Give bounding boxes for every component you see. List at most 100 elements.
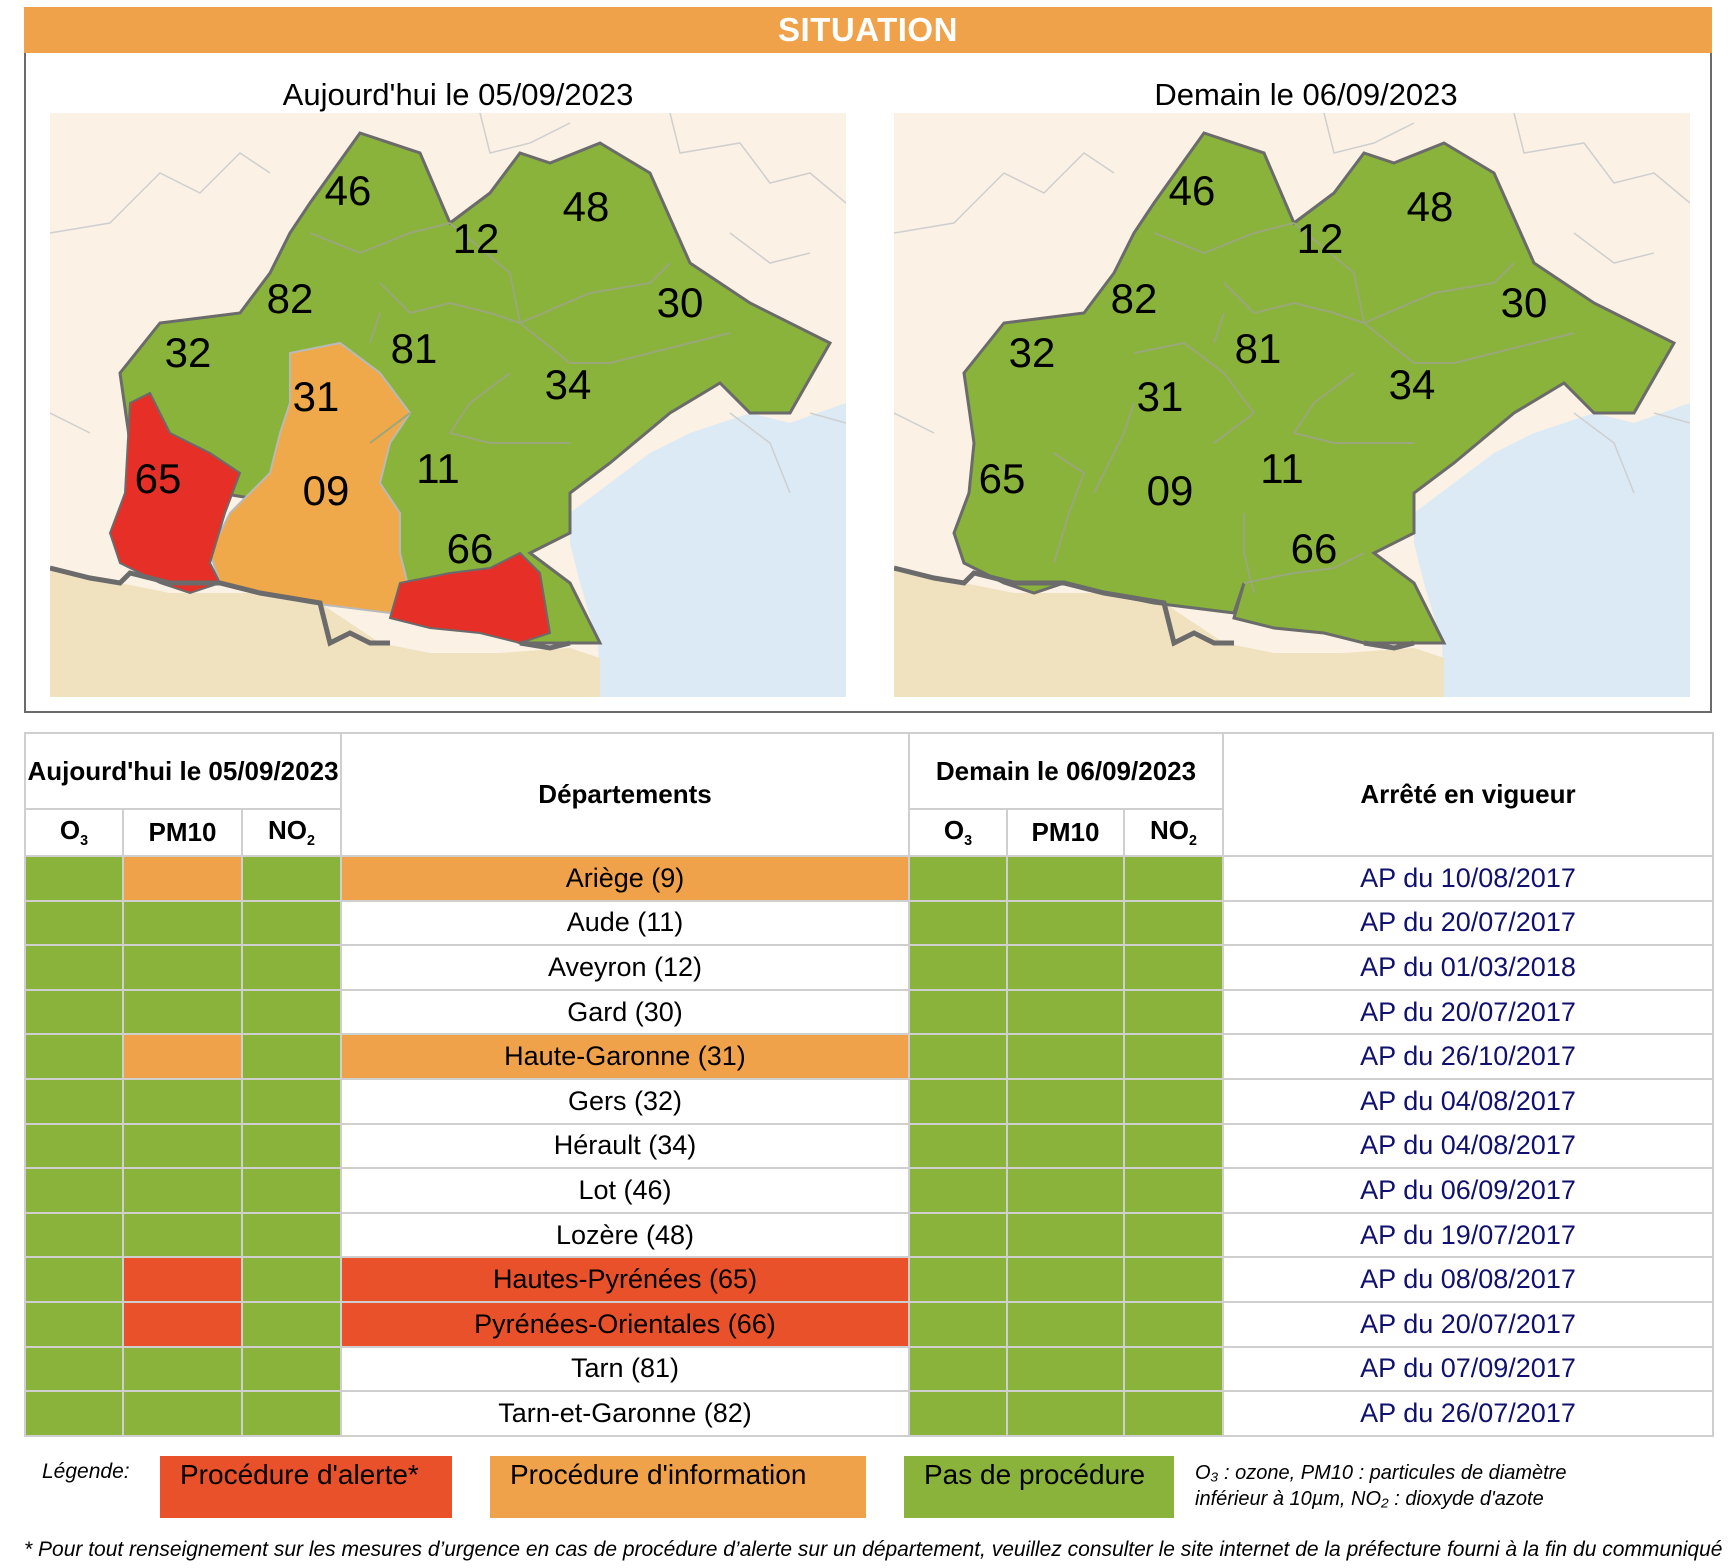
- today-no2-cell: [241, 855, 342, 902]
- arrete-cell: AP du 26/07/2017: [1222, 1390, 1715, 1437]
- tomorrow-pm10-header: PM10: [1006, 808, 1125, 857]
- arrete-cell: AP du 04/08/2017: [1222, 1122, 1715, 1170]
- tomorrow-pm10-cell: [1006, 1390, 1125, 1437]
- tomorrow-no2-cell: [1122, 899, 1225, 947]
- today-o3-cell: [24, 1033, 124, 1080]
- arrete-cell: AP du 08/08/2017: [1222, 1256, 1715, 1303]
- map-today-svg: [50, 113, 846, 697]
- today-pm10-cell: [122, 1077, 243, 1125]
- today-no2-cell: [241, 1300, 342, 1348]
- map-today: 46 12 48 82 30 32 81 31 34 65 09 11 66: [50, 113, 846, 697]
- arrete-cell: AP du 06/09/2017: [1222, 1167, 1715, 1214]
- departement-name: Aveyron (12): [340, 944, 910, 991]
- today-o3-cell: [24, 1167, 124, 1214]
- map-tomorrow: 46 12 48 82 30 32 81 31 34 65 09 11 66: [894, 113, 1690, 697]
- today-pm10-cell: [122, 1167, 243, 1214]
- o3-label: O: [59, 815, 81, 846]
- tomorrow-pm10-cell: [1006, 899, 1125, 947]
- legend-aucune: Pas de procédure: [904, 1456, 1174, 1518]
- dept-label-32: 32: [1008, 329, 1056, 376]
- dept-label-11: 11: [1260, 445, 1304, 492]
- table-row: Hérault (34) AP du 04/08/2017: [24, 1122, 1715, 1170]
- tomorrow-pm10-cell: [1006, 1033, 1125, 1080]
- arrete-header-text: Arrêté en vigueur: [1360, 779, 1576, 809]
- today-pm10-cell: [122, 1390, 243, 1437]
- o3-label: O: [943, 815, 965, 846]
- dept-label-66: 66: [1290, 525, 1338, 572]
- tomorrow-no2-header: NO2: [1122, 808, 1225, 857]
- table-row: Lozère (48) AP du 19/07/2017: [24, 1211, 1715, 1259]
- today-pm10-cell: [122, 1122, 243, 1170]
- tomorrow-no2-cell: [1122, 1122, 1225, 1170]
- departement-name: Lot (46): [340, 1167, 910, 1214]
- today-pm10-cell: [122, 899, 243, 947]
- today-header: Aujourd'hui le 05/09/2023: [24, 732, 342, 810]
- dept-label-48: 48: [1406, 183, 1454, 230]
- tomorrow-no2-cell: [1122, 855, 1225, 902]
- tomorrow-no2-cell: [1122, 988, 1225, 1036]
- tomorrow-o3-header: O3: [908, 808, 1008, 857]
- table-row: Gard (30) AP du 20/07/2017: [24, 988, 1715, 1036]
- table-row: Hautes-Pyrénées (65) AP du 08/08/2017: [24, 1256, 1715, 1303]
- pollution-status-table: Aujourd'hui le 05/09/2023 Départements D…: [24, 732, 1715, 1437]
- tomorrow-no2-cell: [1122, 1167, 1225, 1214]
- today-pm10-cell: [122, 1033, 243, 1080]
- today-pm10-cell: [122, 1300, 243, 1348]
- today-no2-cell: [241, 988, 342, 1036]
- tomorrow-o3-cell: [908, 988, 1008, 1036]
- today-o3-cell: [24, 944, 124, 991]
- dept-label-82: 82: [1110, 275, 1158, 322]
- today-header-text: Aujourd'hui le 05/09/2023: [27, 756, 339, 786]
- today-no2-cell: [241, 1211, 342, 1259]
- arrete-cell: AP du 20/07/2017: [1222, 899, 1715, 947]
- legend-information: Procédure d'information: [490, 1456, 866, 1518]
- today-o3-cell: [24, 1122, 124, 1170]
- today-no2-header: NO2: [241, 808, 342, 857]
- tomorrow-no2-cell: [1122, 1345, 1225, 1393]
- legend-label: Légende:: [42, 1460, 130, 1483]
- tomorrow-o3-cell: [908, 899, 1008, 947]
- tomorrow-pm10-cell: [1006, 1300, 1125, 1348]
- today-no2-cell: [241, 1256, 342, 1303]
- no2-label: NO: [1150, 815, 1190, 846]
- table-row: Aveyron (12) AP du 01/03/2018: [24, 944, 1715, 991]
- tomorrow-o3-cell: [908, 1390, 1008, 1437]
- dept-label-31: 31: [1136, 373, 1184, 420]
- dept-label-34: 34: [544, 361, 592, 408]
- today-pm10-cell: [122, 1345, 243, 1393]
- tomorrow-o3-cell: [908, 1256, 1008, 1303]
- today-o3-cell: [24, 1256, 124, 1303]
- arrete-cell: AP du 01/03/2018: [1222, 944, 1715, 991]
- today-o3-cell: [24, 1300, 124, 1348]
- table-body: Ariège (9) AP du 10/08/2017 Aude (11) AP du…: [24, 855, 1715, 1437]
- today-o3-cell: [24, 1390, 124, 1437]
- today-o3-cell: [24, 855, 124, 902]
- tomorrow-no2-cell: [1122, 1300, 1225, 1348]
- today-no2-cell: [241, 1390, 342, 1437]
- tomorrow-o3-cell: [908, 1211, 1008, 1259]
- dept-label-82: 82: [266, 275, 314, 322]
- tomorrow-pm10-cell: [1006, 1211, 1125, 1259]
- map-title-tomorrow: Demain le 06/09/2023: [1154, 77, 1458, 112]
- today-pm10-cell: [122, 944, 243, 991]
- today-no2-cell: [241, 1167, 342, 1214]
- today-no2-cell: [241, 1345, 342, 1393]
- dept-label-12: 12: [452, 215, 500, 262]
- arrete-cell: AP du 10/08/2017: [1222, 855, 1715, 902]
- legend-note: O₃ : ozone, PM10 : particules de diamètr…: [1195, 1460, 1715, 1512]
- dept-label-31: 31: [292, 373, 340, 420]
- tomorrow-o3-cell: [908, 1033, 1008, 1080]
- today-no2-cell: [241, 1077, 342, 1125]
- tomorrow-o3-cell: [908, 855, 1008, 902]
- no2-subscript: 2: [1189, 833, 1197, 850]
- today-o3-cell: [24, 1077, 124, 1125]
- dept-label-12: 12: [1296, 215, 1344, 262]
- tomorrow-o3-cell: [908, 1167, 1008, 1214]
- today-pm10-cell: [122, 1256, 243, 1303]
- dept-label-09: 09: [302, 467, 350, 514]
- tomorrow-header-text: Demain le 06/09/2023: [935, 756, 1197, 786]
- arrete-cell: AP du 07/09/2017: [1222, 1345, 1715, 1393]
- departement-name: Tarn (81): [340, 1345, 910, 1393]
- today-o3-cell: [24, 1345, 124, 1393]
- o3-subscript: 3: [964, 833, 973, 850]
